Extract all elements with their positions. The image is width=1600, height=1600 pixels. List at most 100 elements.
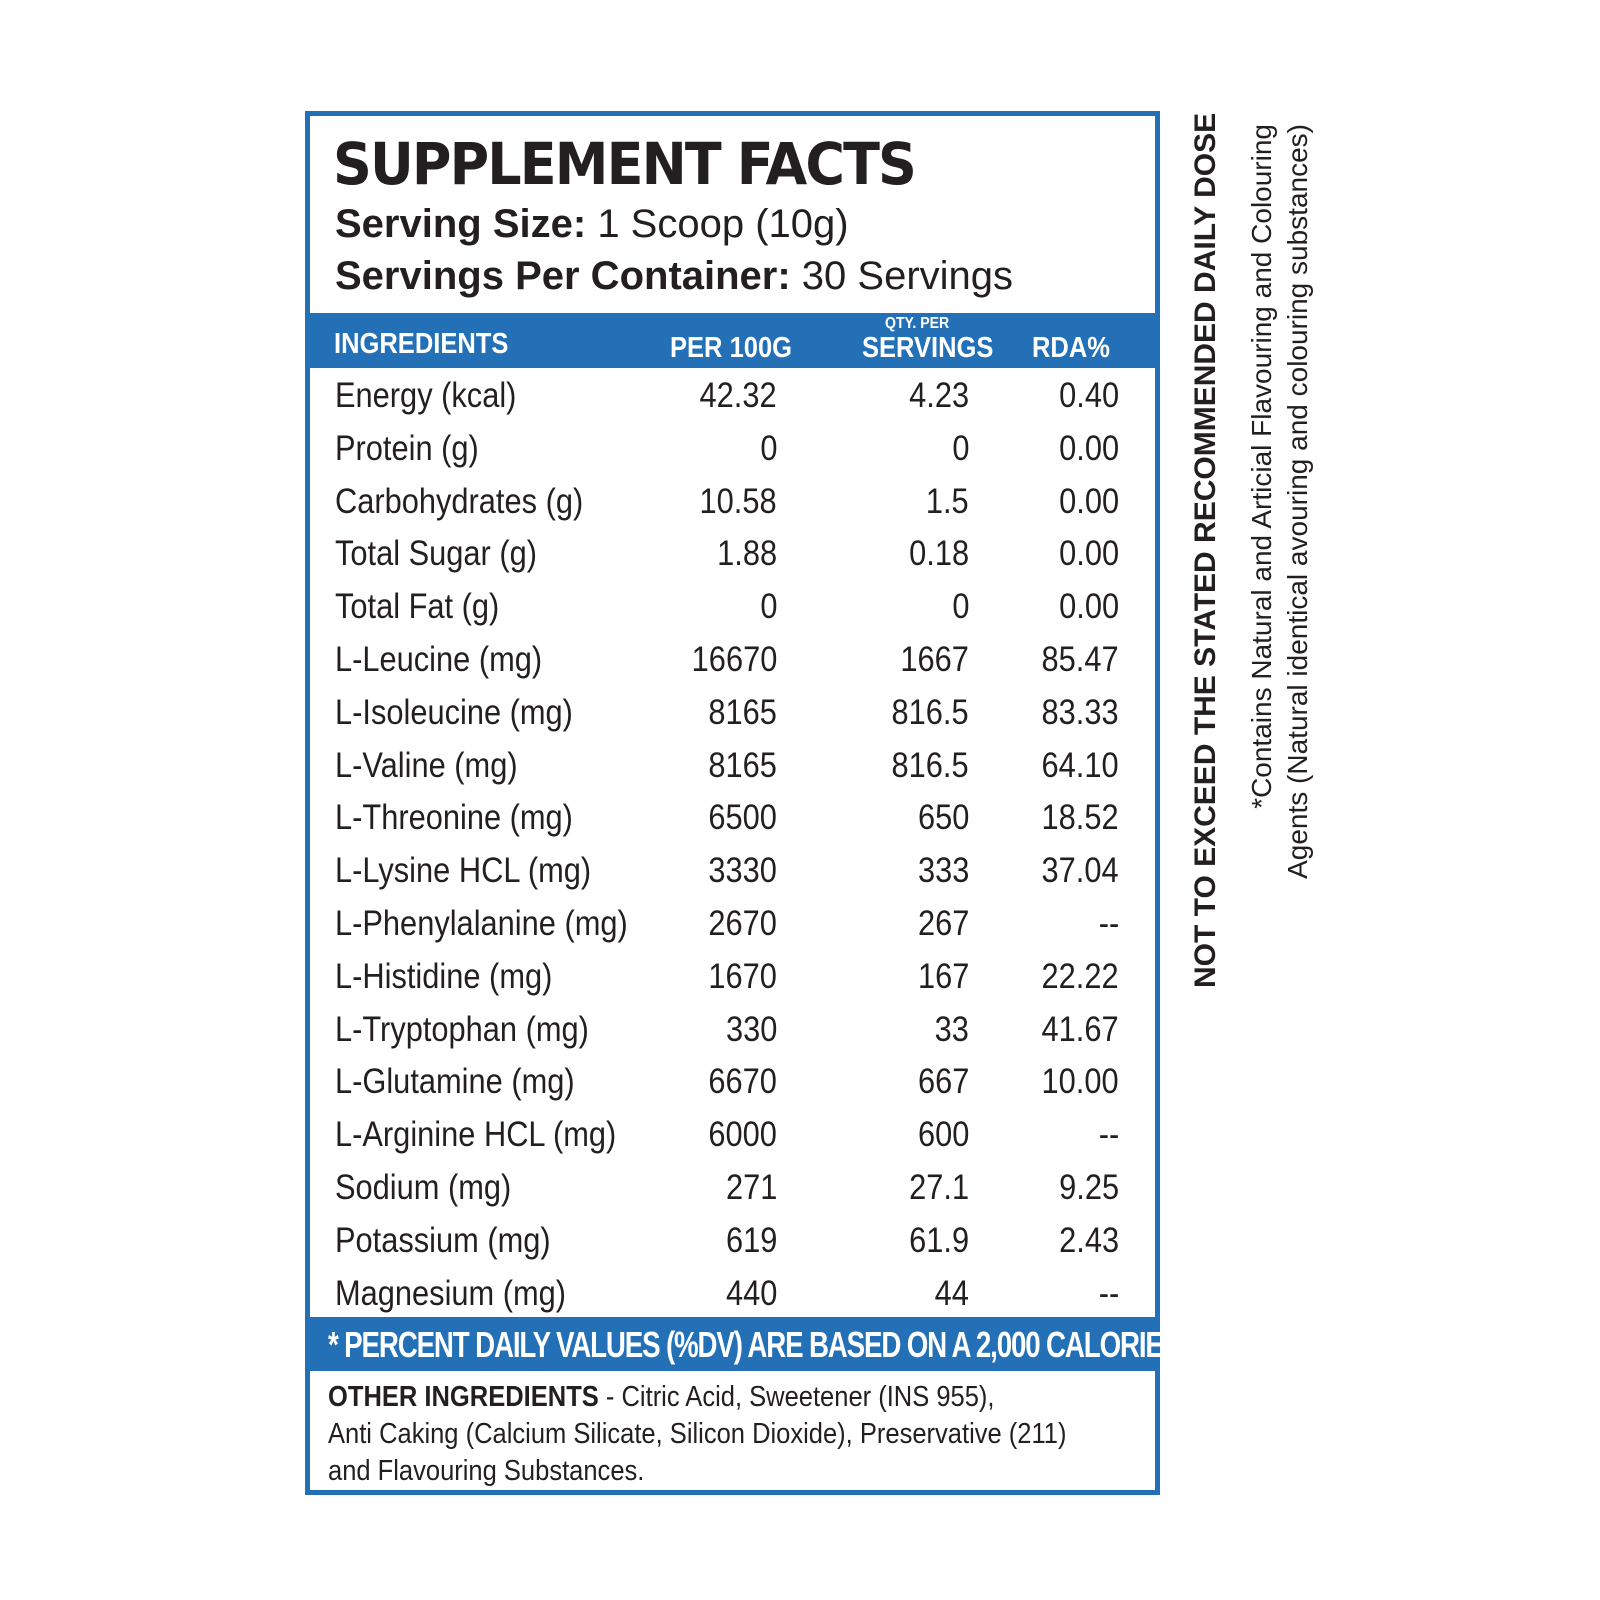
- per-100g-value: 0: [759, 587, 777, 627]
- rda-value: 0.00: [1059, 481, 1119, 521]
- ingredient-name: Total Fat (g): [335, 587, 500, 627]
- per-100g-value: 8165: [708, 745, 777, 785]
- table-row: Sodium (mg) 271 27.1 9.25: [310, 1162, 1155, 1215]
- servings-per-container: Servings Per Container: 30 Servings: [335, 252, 1013, 300]
- rda-value: --: [1098, 1115, 1119, 1155]
- table-row: Magnesium (mg) 440 44 --: [310, 1268, 1155, 1321]
- per-100g-value: 1670: [708, 956, 777, 996]
- per-serving-value: 33: [934, 1009, 969, 1049]
- other-ingredients-label: OTHER INGREDIENTS: [328, 1381, 599, 1413]
- servings-per-container-value: 30 Servings: [790, 254, 1014, 298]
- ingredient-name: Magnesium (mg): [335, 1273, 567, 1313]
- per-serving-value: 816.5: [891, 692, 969, 732]
- other-ingredients-line-2: Anti Caking (Calcium Silicate, Silicon D…: [328, 1418, 1067, 1450]
- per-serving-value: 1667: [900, 639, 969, 679]
- ingredient-name: L-Valine (mg): [335, 745, 518, 785]
- ingredient-name: L-Isoleucine (mg): [335, 692, 573, 732]
- header-per-100g: PER 100G: [670, 332, 793, 364]
- per-100g-value: 6000: [708, 1115, 777, 1155]
- header-ingredients: INGREDIENTS: [334, 328, 509, 360]
- supplement-facts-panel: SUPPLEMENT FACTS Serving Size: 1 Scoop (…: [305, 111, 1232, 1495]
- ingredient-name: L-Leucine (mg): [335, 639, 543, 679]
- table-row: L-Arginine HCL (mg) 6000 600 --: [310, 1109, 1155, 1162]
- flavouring-note-line-2: Agents (Natural identical avouring and c…: [1282, 124, 1313, 879]
- ingredient-name: Energy (kcal): [335, 376, 517, 415]
- table-header: INGREDIENTS PER 100G QTY. PER SERVINGS R…: [310, 313, 1155, 368]
- table-row: Potassium (mg) 619 61.9 2.43: [310, 1215, 1155, 1268]
- per-serving-value: 4.23: [909, 376, 969, 415]
- per-serving-value: 0: [951, 587, 969, 627]
- daily-value-note: * PERCENT DAILY VALUES (%DV) ARE BASED O…: [328, 1324, 1232, 1365]
- table-row: L-Glutamine (mg) 6670 667 10.00: [310, 1056, 1155, 1109]
- ingredient-name: L-Tryptophan (mg): [335, 1009, 589, 1049]
- rda-value: 0.00: [1059, 428, 1119, 468]
- table-row: Protein (g) 0 0 0.00: [310, 423, 1155, 476]
- serving-size-label: Serving Size:: [335, 202, 587, 246]
- rda-value: 0.40: [1059, 376, 1119, 415]
- per-serving-value: 667: [917, 1062, 969, 1102]
- table-row: L-Lysine HCL (mg) 3330 333 37.04: [310, 845, 1155, 898]
- panel-title: SUPPLEMENT FACTS: [333, 130, 917, 198]
- rda-value: 22.22: [1041, 956, 1119, 996]
- table-row: L-Tryptophan (mg) 330 33 41.67: [310, 1004, 1155, 1057]
- rda-value: 64.10: [1041, 745, 1119, 785]
- per-100g-value: 10.58: [699, 481, 777, 521]
- per-serving-value: 0.18: [909, 534, 969, 574]
- serving-size-value: 1 Scoop (10g): [586, 202, 849, 246]
- ingredient-table-body: Energy (kcal) 42.32 4.23 0.40 Protein (g) 0 0 0…: [310, 370, 1155, 1320]
- per-100g-value: 3330: [708, 851, 777, 891]
- rda-value: --: [1098, 1273, 1119, 1313]
- rda-value: 0.00: [1059, 534, 1119, 574]
- table-row: L-Leucine (mg) 16670 1667 85.47: [310, 634, 1155, 687]
- ingredient-name: L-Phenylalanine (mg): [335, 903, 628, 943]
- ingredient-name: L-Lysine HCL (mg): [335, 851, 592, 891]
- rda-value: 2.43: [1059, 1220, 1119, 1260]
- header-rda: RDA%: [1032, 332, 1110, 364]
- per-100g-value: 2670: [708, 903, 777, 943]
- rda-value: 41.67: [1041, 1009, 1119, 1049]
- rda-value: 10.00: [1041, 1062, 1119, 1102]
- header-qty-per: QTY. PER: [885, 315, 950, 332]
- table-row: Total Sugar (g) 1.88 0.18 0.00: [310, 528, 1155, 581]
- per-serving-value: 650: [917, 798, 969, 838]
- header-servings: SERVINGS: [862, 332, 994, 364]
- ingredient-name: L-Arginine HCL (mg): [335, 1115, 617, 1155]
- table-row: L-Valine (mg) 8165 816.5 64.10: [310, 740, 1155, 793]
- per-serving-value: 27.1: [909, 1167, 969, 1207]
- per-serving-value: 267: [917, 903, 969, 943]
- table-row: L-Histidine (mg) 1670 167 22.22: [310, 951, 1155, 1004]
- table-row: L-Phenylalanine (mg) 2670 267 --: [310, 898, 1155, 951]
- servings-per-container-label: Servings Per Container:: [335, 254, 791, 298]
- serving-size: Serving Size: 1 Scoop (10g): [335, 200, 849, 248]
- per-100g-value: 16670: [691, 639, 777, 679]
- per-100g-value: 619: [725, 1220, 777, 1260]
- per-100g-value: 42.32: [699, 376, 777, 415]
- ingredient-name: Total Sugar (g): [335, 534, 538, 574]
- flavouring-note-line-1: *Contains Natural and Articial Flavourin…: [1246, 124, 1277, 809]
- rda-value: --: [1098, 903, 1119, 943]
- per-100g-value: 1.88: [717, 534, 777, 574]
- dose-warning: NOT TO EXCEED THE STATED RECOMMENDED DAI…: [1189, 112, 1222, 988]
- flavouring-note: *Contains Natural and Articial Flavourin…: [1244, 124, 1324, 924]
- ingredient-name: L-Threonine (mg): [335, 798, 573, 838]
- per-100g-value: 271: [725, 1167, 777, 1207]
- ingredient-name: Protein (g): [335, 428, 479, 468]
- rda-value: 85.47: [1041, 639, 1119, 679]
- per-serving-value: 44: [934, 1273, 969, 1313]
- per-serving-value: 1.5: [926, 481, 969, 521]
- per-serving-value: 61.9: [909, 1220, 969, 1260]
- table-row: Energy (kcal) 42.32 4.23 0.40: [310, 370, 1155, 423]
- per-serving-value: 0: [951, 428, 969, 468]
- per-serving-value: 600: [917, 1115, 969, 1155]
- per-serving-value: 333: [917, 851, 969, 891]
- per-100g-value: 6500: [708, 798, 777, 838]
- rda-value: 18.52: [1041, 798, 1119, 838]
- per-serving-value: 167: [917, 956, 969, 996]
- table-row: L-Isoleucine (mg) 8165 816.5 83.33: [310, 687, 1155, 740]
- per-100g-value: 6670: [708, 1062, 777, 1102]
- per-serving-value: 816.5: [891, 745, 969, 785]
- ingredient-name: Potassium (mg): [335, 1220, 551, 1260]
- ingredient-name: Sodium (mg): [335, 1167, 512, 1207]
- table-row: Carbohydrates (g) 10.58 1.5 0.00: [310, 476, 1155, 529]
- per-100g-value: 8165: [708, 692, 777, 732]
